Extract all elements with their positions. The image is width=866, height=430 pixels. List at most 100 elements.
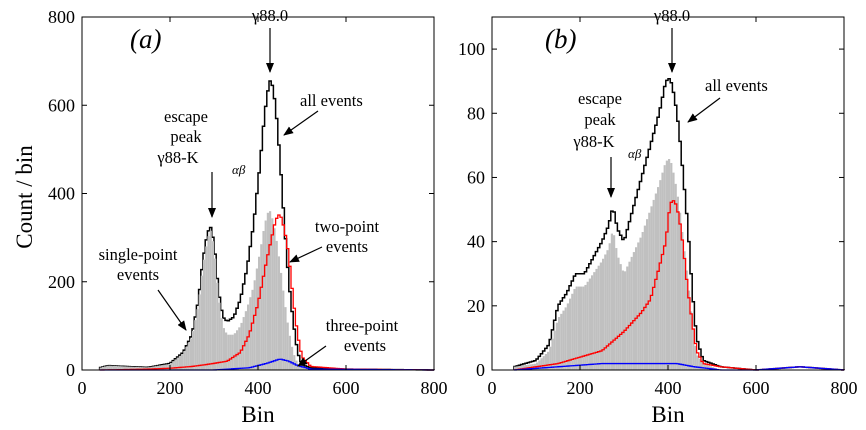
- panel-a-gray-bar: [176, 357, 179, 370]
- panel-a-gray-bar: [132, 366, 135, 370]
- panel-b-gray-bar: [659, 180, 662, 370]
- panel-b-data: [513, 78, 845, 371]
- panel-b-gray-bar: [569, 298, 572, 370]
- panel-b-gray-bar: [626, 266, 629, 370]
- panel-b-gray-bar: [522, 365, 525, 370]
- panel-a-gray-bar: [214, 258, 217, 370]
- panel-a-ytick-label: 800: [48, 7, 75, 27]
- panel-b-series-three-point-events: [513, 362, 845, 371]
- panel-a-gray-bar: [220, 318, 223, 370]
- panel-b-escape-sub: αβ: [628, 146, 642, 161]
- panel-a-gray-bar: [229, 334, 232, 370]
- panel-a-ytick-label: 0: [66, 360, 75, 380]
- panel-b-gray-bar: [608, 243, 611, 370]
- panel-b-gray-bar: [624, 271, 627, 370]
- panel-a-single-point-line1: single-point: [99, 245, 178, 264]
- panel-b-ytick-label: 100: [458, 39, 485, 59]
- panel-a-two-point-line1: two-point: [315, 217, 380, 236]
- panel-b-gray-bar: [544, 353, 547, 370]
- panel-b-ytick-label: 60: [467, 167, 485, 187]
- panel-b-gray-bar: [670, 163, 673, 370]
- panel-b-gray-bar: [582, 286, 585, 370]
- panel-b-gray-bar: [599, 262, 602, 370]
- panel-a-gray-bar: [121, 366, 124, 370]
- panel-b-gray-bar: [663, 165, 666, 370]
- panel-a-escape-line1: escape: [164, 107, 208, 126]
- panel-a-escape-line3: γ88-K: [156, 148, 198, 167]
- panel-a-gray-bar: [99, 367, 102, 370]
- panel-a-xtick-label: 800: [421, 378, 448, 398]
- panel-b-gray-bar: [696, 355, 699, 370]
- panel-b-gray-bar: [553, 330, 556, 370]
- panel-b-ytick-label: 20: [467, 296, 485, 316]
- panel-a-gray-bar: [119, 366, 122, 370]
- panel-b-gray-bar: [654, 193, 657, 370]
- panel-a-gray-bar: [222, 328, 225, 370]
- panel-b-xtick-label: 800: [831, 378, 858, 398]
- panel-a-gray-bar: [110, 365, 113, 370]
- panel-b-gray-bar: [571, 293, 574, 370]
- panel-a-gray-bar: [112, 365, 115, 370]
- panel-b-gray-bar: [705, 364, 708, 370]
- panel-b-gray-bar: [516, 366, 519, 370]
- panel-a-three-point-line2: events: [344, 336, 386, 355]
- panel-b-gray-bar: [707, 365, 710, 370]
- panel-b-gray-bar: [681, 232, 684, 370]
- panel-b-all-events-label: all events: [705, 76, 768, 95]
- panel-b-gray-bar: [637, 242, 640, 370]
- panel-b-gray-bar: [610, 233, 613, 370]
- panel-b-gray-bar: [514, 366, 517, 370]
- panel-a-gray-bar: [115, 365, 118, 370]
- panel-b-gray-bar: [562, 310, 565, 370]
- panel-a-gray-bar: [137, 366, 140, 370]
- panel-b-gray-bar: [588, 278, 591, 370]
- panel-a-gray-bar: [161, 365, 164, 370]
- panel-a-gray-bar: [273, 228, 276, 370]
- panel-a-gray-bar: [225, 332, 228, 370]
- panel-b-gray-bar: [613, 235, 616, 370]
- panel-a-gamma-label: γ88.0: [251, 6, 288, 25]
- panel-a-gray-bar: [165, 364, 168, 370]
- panel-b-gray-bar: [547, 351, 550, 370]
- panel-a-gray-bar: [288, 335, 291, 370]
- panel-a-gray-bar: [126, 366, 129, 370]
- panel-a-gray-bar: [275, 240, 278, 370]
- panel-a-gray-bar: [192, 331, 195, 370]
- panel-a-gray-bar: [174, 359, 177, 370]
- panel-a-gray-bar: [233, 333, 236, 370]
- panel-b-gray-bar: [665, 160, 668, 370]
- panel-a-gray-bar: [304, 368, 307, 370]
- panel-a-gray-bar: [181, 354, 184, 370]
- panel-b-gray-bar: [641, 232, 644, 370]
- panel-a-gray-bar: [101, 366, 104, 370]
- panel-a-gray-bar: [231, 334, 234, 370]
- panel-b-gray-bar: [586, 281, 589, 370]
- panel-b-gray-bar: [685, 270, 688, 370]
- panel-b-gray-bar: [593, 272, 596, 370]
- panel-a-gray-bar: [159, 365, 162, 370]
- panel-b-escape-line2: peak: [584, 110, 616, 129]
- panel-a-gray-bar: [264, 220, 267, 370]
- panel-a-label: (a): [130, 24, 161, 54]
- panel-a-ticks: 0 200 400 600 800 0 200 400 600 800: [48, 7, 448, 398]
- panel-a-ytick-label: 600: [48, 95, 75, 115]
- panel-b-ticks: 0 200 400 600 800 0 20 40 60 80 100: [458, 17, 858, 398]
- panel-a-single-point-arrow: [157, 289, 187, 331]
- panel-a-gray-bar: [266, 212, 269, 370]
- panel-b-gray-bar: [692, 329, 695, 370]
- panel-b-gray-bar: [540, 358, 543, 370]
- panel-b-gray-bar: [703, 363, 706, 370]
- panel-a-gray-bar: [183, 351, 186, 370]
- panel-a-gray-bar: [141, 367, 144, 370]
- panel-a-gray-bar: [189, 338, 192, 370]
- panel-b-xtick-label: 400: [655, 378, 682, 398]
- panel-a-gray-bar: [238, 327, 241, 370]
- panel-a-gray-bar: [269, 211, 272, 370]
- panel-b-gray-bar: [602, 258, 605, 370]
- panel-b-gray-bar: [558, 317, 561, 370]
- panel-b-gray-bar: [621, 270, 624, 370]
- panel-b-gray-bar: [520, 365, 523, 370]
- panel-b-gray-bar: [551, 338, 554, 370]
- panel-b-ytick-label: 40: [467, 232, 485, 252]
- panel-a-gray-bar: [277, 256, 280, 370]
